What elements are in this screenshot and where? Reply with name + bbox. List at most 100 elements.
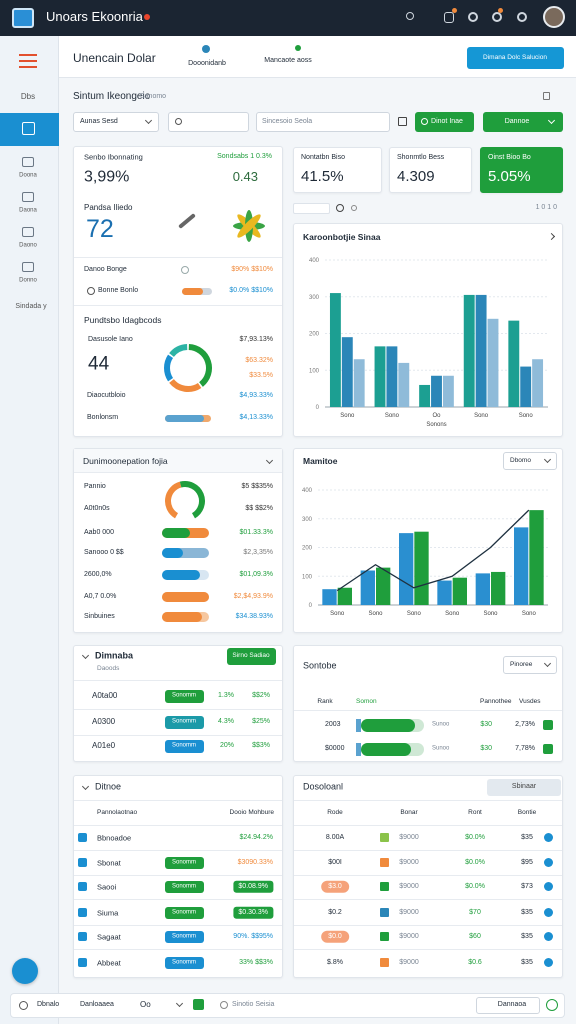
footer-item[interactable]: Sinotio Seisia bbox=[232, 1000, 275, 1008]
row-amount: $9000 bbox=[399, 932, 419, 940]
select[interactable] bbox=[73, 112, 159, 132]
row-label: A0,7 0.0% bbox=[84, 592, 117, 600]
button[interactable] bbox=[476, 997, 540, 1014]
row-label: A0t0n0s bbox=[84, 504, 110, 512]
row-label: Pannio bbox=[84, 482, 106, 490]
checkbox[interactable] bbox=[78, 908, 87, 917]
row-value: $0.0% $$10% bbox=[229, 286, 273, 294]
icon bbox=[544, 958, 553, 967]
top-bar bbox=[0, 0, 576, 36]
kpi-value: 41.5% bbox=[301, 168, 344, 185]
card bbox=[389, 147, 472, 193]
row-code: $0.2 bbox=[328, 908, 342, 916]
mini-input[interactable] bbox=[293, 203, 330, 214]
x-tick-label: Sono bbox=[522, 611, 537, 617]
row-change: 2,73% bbox=[515, 720, 535, 728]
tab[interactable]: Dooonidanb bbox=[188, 59, 226, 67]
button-label[interactable]: Sirno Sadiao bbox=[232, 652, 270, 660]
divider bbox=[294, 925, 562, 926]
icon bbox=[544, 882, 553, 891]
y-tick-label: 0 bbox=[316, 405, 320, 411]
footer-item[interactable]: Danloaaea bbox=[80, 1000, 114, 1008]
divider bbox=[294, 850, 562, 851]
icon bbox=[202, 45, 210, 53]
nav-item[interactable]: Donno bbox=[19, 277, 37, 284]
button-label[interactable]: Dinot Inae bbox=[431, 117, 463, 125]
rank: 2003 bbox=[325, 720, 341, 728]
x-tick-label: Sono bbox=[407, 611, 422, 617]
icon bbox=[351, 205, 357, 211]
checkbox[interactable] bbox=[78, 833, 87, 842]
card-title: Dunimoonepation fojia bbox=[83, 455, 168, 466]
footer-item[interactable]: Oo bbox=[140, 1000, 151, 1010]
user-icon[interactable] bbox=[444, 12, 454, 23]
bar bbox=[353, 359, 365, 407]
tag-label: Sonomm bbox=[171, 718, 197, 725]
button[interactable] bbox=[487, 779, 561, 796]
row-amount: $9000 bbox=[399, 882, 419, 890]
footer-item[interactable]: Dbnalo bbox=[37, 1000, 60, 1008]
gauge bbox=[165, 481, 205, 519]
icon bbox=[498, 8, 503, 13]
donut-segment bbox=[164, 354, 174, 382]
menu-icon bbox=[19, 66, 37, 68]
bar bbox=[386, 346, 398, 407]
card-subtitle: Daoods bbox=[97, 665, 120, 673]
button-label[interactable]: Dannoe bbox=[504, 117, 530, 125]
dropdown[interactable] bbox=[503, 452, 557, 470]
primary-button[interactable] bbox=[467, 47, 564, 69]
row-value: $24.94.2% bbox=[239, 833, 273, 841]
green-button[interactable] bbox=[227, 648, 276, 665]
kpi-sub: 0.43 bbox=[232, 169, 258, 185]
button-label[interactable]: Dannaoa bbox=[497, 1000, 527, 1008]
row-label: Sbonat bbox=[97, 858, 121, 868]
nav-item[interactable]: Daono bbox=[19, 242, 37, 249]
checkbox[interactable] bbox=[78, 882, 87, 891]
bar-cap bbox=[356, 719, 361, 732]
checkbox[interactable] bbox=[78, 932, 87, 941]
check-icon bbox=[543, 744, 553, 754]
dropdown[interactable] bbox=[503, 656, 557, 674]
button-label[interactable]: Sbinaar bbox=[511, 782, 537, 790]
sidebar bbox=[0, 36, 59, 1024]
pagination: 1 0 1 0 bbox=[535, 203, 557, 211]
nav-active[interactable] bbox=[0, 113, 59, 146]
fab[interactable] bbox=[12, 958, 38, 984]
divider bbox=[74, 899, 282, 900]
green-button[interactable] bbox=[415, 112, 474, 132]
button-label[interactable]: Dimana Dolc Salucion bbox=[483, 54, 547, 62]
row-amount: $9000 bbox=[399, 858, 419, 866]
bar bbox=[437, 580, 452, 605]
tab[interactable]: Mancaote aoss bbox=[264, 56, 312, 64]
bar bbox=[341, 337, 353, 407]
row-value: $30 bbox=[480, 720, 492, 728]
bar bbox=[442, 375, 454, 407]
progress-fill bbox=[162, 592, 209, 602]
row-value: 4.3% bbox=[218, 717, 234, 725]
green-button[interactable] bbox=[483, 112, 563, 132]
divider bbox=[74, 825, 282, 826]
divider bbox=[74, 709, 282, 710]
checkbox[interactable] bbox=[78, 958, 87, 967]
search-box[interactable] bbox=[168, 112, 249, 132]
divider bbox=[294, 875, 562, 876]
row-total: $35 bbox=[521, 932, 533, 940]
x-tick-label: Sono bbox=[340, 413, 355, 419]
row-code: $00I bbox=[328, 858, 342, 866]
checkbox[interactable] bbox=[78, 858, 87, 867]
row-amount: $9000 bbox=[399, 958, 419, 966]
donut-legend-value: $7,93.13% bbox=[239, 335, 273, 343]
row-value: $2,$4,93.9% bbox=[233, 592, 273, 600]
nav-item[interactable]: Doona bbox=[19, 172, 37, 179]
text-input[interactable] bbox=[256, 112, 390, 132]
icon bbox=[380, 882, 389, 891]
nav-item[interactable]: Dbs bbox=[20, 92, 36, 102]
nav-item[interactable]: Daona bbox=[19, 207, 37, 214]
icon bbox=[544, 833, 553, 842]
column-header: Bontie bbox=[517, 809, 537, 817]
kpi-label: Oinst Bioo Bo bbox=[488, 153, 531, 161]
bar bbox=[520, 366, 532, 407]
bar bbox=[508, 320, 520, 407]
nav-item[interactable]: Sindada y bbox=[15, 302, 47, 310]
